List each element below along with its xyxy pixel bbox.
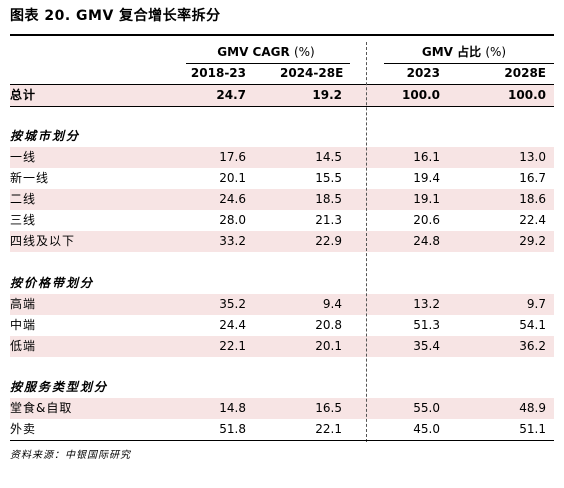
cell-value: 48.9 [519,401,546,415]
header-group-share: GMV 占比 (%) [384,42,544,62]
row-label: 四线及以下 [10,234,76,248]
header-group-share-label: GMV 占比 [421,45,482,59]
cell-value: 54.1 [519,318,546,332]
total-value: 100.0 [508,88,546,102]
cell-value: 9.4 [322,297,342,311]
section-title-row: 按价格带划分 [10,273,554,294]
section-title-price: 按价格带划分 [10,276,95,290]
column-header-2024-28e: 2024-28E [280,66,344,80]
table-row: 新一线 20.1 15.5 19.4 16.7 [10,168,554,189]
row-label: 一线 [10,150,37,164]
table-row: 三线 28.0 21.3 20.6 22.4 [10,210,554,231]
cell-value: 18.5 [315,192,342,206]
header-rule [10,84,554,85]
section-title-city: 按城市划分 [10,129,81,143]
row-label: 新一线 [10,171,50,185]
total-value: 19.2 [312,88,342,102]
cell-value: 16.5 [315,401,342,415]
cell-value: 45.0 [413,422,440,436]
column-header-2023: 2023 [406,66,440,80]
total-value: 100.0 [402,88,440,102]
column-header-2028e: 2028E [504,66,546,80]
row-label: 堂食&自取 [10,401,73,415]
header-group-cagr: GMV CAGR (%) [186,42,346,62]
row-label: 高端 [10,297,37,311]
cell-value: 18.6 [519,192,546,206]
cell-value: 35.2 [219,297,246,311]
row-label: 低端 [10,339,37,353]
cell-value: 13.2 [413,297,440,311]
cell-value: 20.6 [413,213,440,227]
table-row: 中端 24.4 20.8 51.3 54.1 [10,315,554,336]
table-row: 高端 35.2 9.4 13.2 9.7 [10,294,554,315]
figure-title: 图表 20. GMV 复合增长率拆分 [10,8,221,24]
row-label: 中端 [10,318,37,332]
cell-value: 51.3 [413,318,440,332]
total-label: 总计 [10,88,37,102]
section-title-row: 按城市划分 [10,126,554,147]
header-group-cagr-unit: (%) [293,45,315,59]
cell-value: 28.0 [219,213,246,227]
cell-value: 21.3 [315,213,342,227]
total-row: 总计 24.7 19.2 100.0 100.0 [10,85,554,106]
cell-value: 16.1 [413,150,440,164]
table-row: 一线 17.6 14.5 16.1 13.0 [10,147,554,168]
cell-value: 17.6 [219,150,246,164]
cell-value: 20.8 [315,318,342,332]
cell-value: 22.4 [519,213,546,227]
cell-value: 35.4 [413,339,440,353]
cell-value: 24.6 [219,192,246,206]
cell-value: 33.2 [219,234,246,248]
header-group-share-unit: (%) [485,45,507,59]
row-label: 二线 [10,192,37,206]
title-rule [10,34,554,36]
total-rule [10,106,554,107]
cell-value: 16.7 [519,171,546,185]
row-label: 三线 [10,213,37,227]
cell-value: 55.0 [413,401,440,415]
section-title-service: 按服务类型划分 [10,380,109,394]
table-row: 二线 24.6 18.5 19.1 18.6 [10,189,554,210]
cell-value: 22.9 [315,234,342,248]
cell-value: 22.1 [219,339,246,353]
cell-value: 15.5 [315,171,342,185]
table-bottom-rule [10,440,554,441]
cell-value: 19.1 [413,192,440,206]
column-group-divider [366,42,367,442]
table-row: 堂食&自取 14.8 16.5 55.0 48.9 [10,398,554,419]
cell-value: 9.7 [526,297,546,311]
cell-value: 20.1 [315,339,342,353]
total-value: 24.7 [216,88,246,102]
table-row: 外卖 51.8 22.1 45.0 51.1 [10,419,554,440]
section-title-row: 按服务类型划分 [10,377,554,398]
cell-value: 14.5 [315,150,342,164]
cell-value: 13.0 [519,150,546,164]
cell-value: 19.4 [413,171,440,185]
cell-value: 51.1 [519,422,546,436]
cell-value: 14.8 [219,401,246,415]
column-header-2018-23: 2018-23 [190,66,246,80]
header-group-share-rule [384,63,554,64]
header-group-cagr-rule [186,63,350,64]
cell-value: 24.8 [413,234,440,248]
cell-value: 24.4 [219,318,246,332]
table-row: 四线及以下 33.2 22.9 24.8 29.2 [10,231,554,252]
cell-value: 51.8 [219,422,246,436]
column-header-row: 2018-23 2024-28E 2023 2028E [10,63,554,84]
cell-value: 20.1 [219,171,246,185]
table-row: 低端 22.1 20.1 35.4 36.2 [10,336,554,357]
source-note: 资料来源：中银国际研究 [10,450,131,461]
cell-value: 36.2 [519,339,546,353]
header-group-cagr-label: GMV CAGR [217,45,290,59]
row-label: 外卖 [10,422,37,436]
cell-value: 29.2 [519,234,546,248]
cell-value: 22.1 [315,422,342,436]
